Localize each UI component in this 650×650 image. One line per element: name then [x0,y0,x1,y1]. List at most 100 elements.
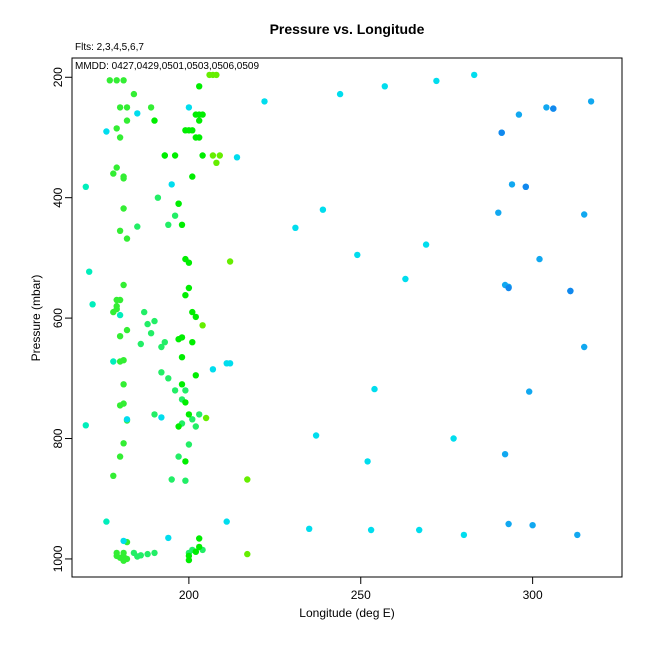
data-point [89,301,96,308]
data-point [120,440,127,447]
data-point [116,104,124,111]
data-point [515,111,523,118]
data-point [192,548,199,555]
data-point [151,117,158,124]
data-point [165,534,172,542]
data-point [120,537,127,545]
data-point [367,526,375,534]
data-point [196,411,203,418]
data-point [196,83,203,90]
data-point [185,411,193,418]
data-point [171,387,179,394]
data-point [244,476,251,483]
data-point [103,128,110,135]
data-point [416,526,423,534]
data-point [113,77,120,84]
data-point [120,281,127,289]
data-point [110,472,117,479]
data-point [226,258,234,265]
data-point [460,531,468,539]
data-point [536,255,543,263]
data-point [116,453,124,460]
data-point [175,453,182,460]
data-point [581,211,588,218]
data-point [141,308,148,316]
data-point [216,152,223,159]
data-point [82,422,90,429]
data-point [209,71,217,79]
x-tick-label: 200 [179,588,199,602]
data-point [543,104,550,111]
data-point [505,520,512,528]
data-point [587,98,595,105]
data-point [120,205,127,212]
data-point [116,402,124,409]
data-point [182,399,189,406]
plot-frame [71,57,623,578]
data-point [134,223,141,230]
data-point [106,77,114,84]
data-point [223,518,230,525]
x-axis-ticks: 200 250 300 [179,577,543,602]
data-point [261,98,268,105]
data-point [189,127,196,134]
data-point [137,340,144,348]
data-point [505,284,512,292]
data-point [495,209,502,216]
data-point [182,292,189,299]
data-point [182,477,189,484]
data-point [175,423,182,430]
data-point [168,476,175,483]
data-point [381,83,388,90]
data-point [113,125,120,132]
data-point [151,411,158,418]
data-point [147,104,155,111]
data-point [165,375,172,382]
data-point [103,518,110,525]
data-point [158,414,165,421]
data-point [123,416,131,423]
data-point [581,343,588,351]
x-tick-label: 300 [523,588,543,602]
dates-annotation: MMDD: 0427,0429,0501,0503,0506,0509 [75,61,259,72]
x-axis-label: Longitude (deg E) [299,606,394,620]
data-point [319,206,327,213]
data-point [336,90,344,98]
data-point [182,458,189,465]
flights-annotation: Flts: 2,3,4,5,6,7 [75,42,144,53]
data-point [120,77,127,84]
data-point [123,326,131,334]
data-point [168,181,175,188]
data-point [185,441,193,448]
data-point [182,255,189,263]
data-point [182,387,189,394]
y-tick-label: 200 [51,67,65,87]
data-point [147,330,155,337]
data-point [196,543,203,551]
data-point [123,104,131,111]
data-point [134,110,141,117]
data-point [158,369,165,376]
data-point [526,388,533,395]
data-point [312,432,320,439]
data-point [178,354,186,361]
data-point [223,360,230,367]
y-tick-label: 400 [51,187,65,207]
data-point [144,550,151,558]
data-point [522,183,529,190]
data-point [116,358,124,365]
data-point [175,336,182,343]
data-point [113,164,120,171]
data-point [161,152,168,159]
data-point [433,77,440,85]
data-point [233,154,241,161]
data-point [422,241,430,248]
data-point [161,339,168,346]
data-point [86,268,93,275]
data-point [371,385,378,393]
data-point [192,313,199,321]
data-point [364,458,371,465]
data-point [498,129,505,136]
